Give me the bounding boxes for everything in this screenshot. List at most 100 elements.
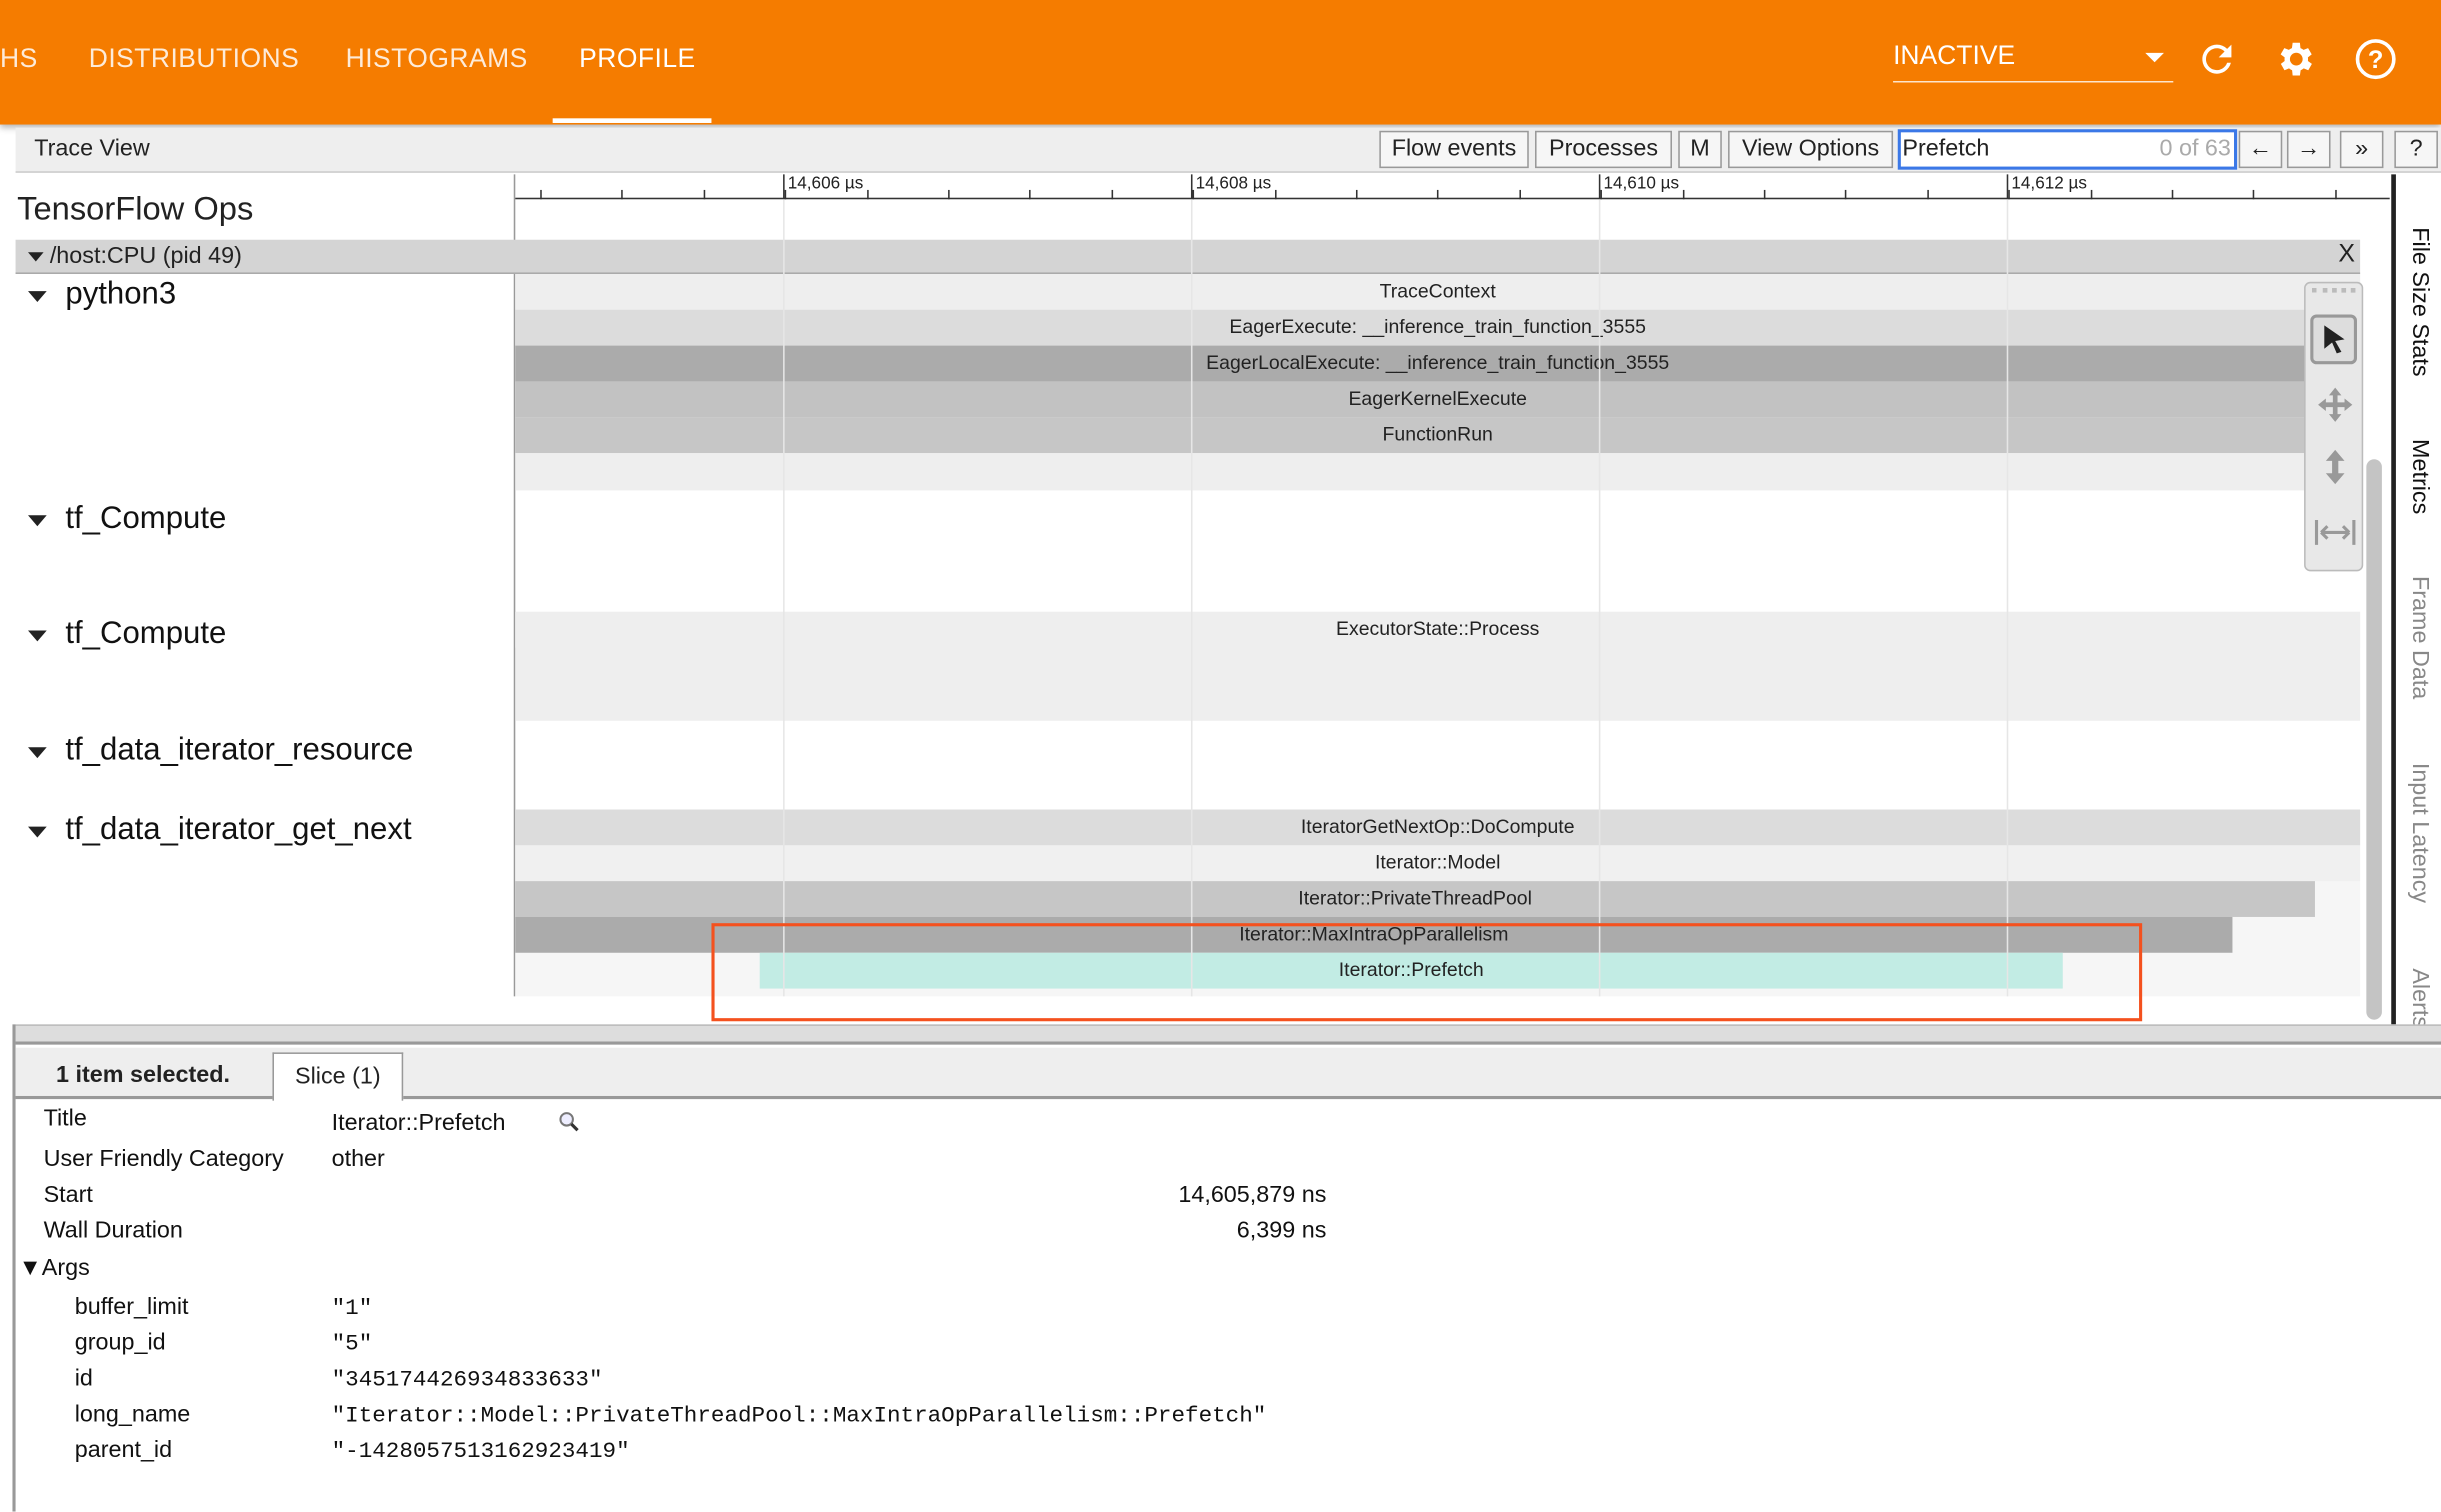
run-select-dropdown[interactable]: INACTIVE [1893, 40, 2174, 83]
slice-trace-context[interactable]: TraceContext [515, 273, 2361, 310]
thread-tf-Compute[interactable]: tf_Compute [16, 616, 514, 660]
details-tab-strip: 1 item selected. Slice (1) [15, 1047, 2441, 1101]
left-border [12, 1024, 16, 1512]
tick-label: 14,612 µs [2011, 174, 2087, 194]
select-tool-button[interactable] [2310, 314, 2357, 365]
collapse-triangle-icon[interactable] [28, 515, 47, 527]
slice-eager-local-execute[interactable]: EagerLocalExecute: __inference_train_fun… [515, 345, 2361, 382]
trace-view-title: Trace View [34, 135, 150, 162]
minor-tick [2008, 189, 2010, 200]
minor-tick [1763, 189, 1766, 200]
slice-eager-execute[interactable]: EagerExecute: __inference_train_function… [515, 309, 2361, 346]
process-name: /host:CPU (pid 49) [49, 242, 242, 270]
search-icon[interactable] [557, 1110, 582, 1135]
detail-key: User Friendly Category [43, 1145, 284, 1173]
run-select-value: INACTIVE [1893, 40, 2016, 71]
args-toggle[interactable]: ▼Args [18, 1254, 90, 1282]
help-button[interactable]: ? [2394, 130, 2438, 169]
slice-private-thread-pool[interactable]: Iterator::PrivateThreadPool [515, 881, 2315, 917]
view-options-button[interactable]: View Options [1728, 130, 1894, 169]
minor-tick [621, 189, 623, 200]
major-tick [2006, 174, 2009, 200]
arg-value: "1" [331, 1296, 373, 1322]
slice-get-next[interactable]: IteratorGetNextOp::DoCompute [515, 809, 2361, 846]
thread-label: tf_data_iterator_get_next [65, 812, 412, 847]
major-tick [783, 174, 785, 200]
thread-tf-data-iterator-resource[interactable]: tf_data_iterator_resource [16, 733, 514, 777]
help-icon[interactable]: ? [2354, 37, 2398, 81]
tab-distributions[interactable]: DISTRIBUTIONS [88, 43, 300, 74]
detail-key: Title [43, 1105, 87, 1132]
thread-tf-Compute[interactable]: tf_Compute [16, 501, 514, 545]
detail-key: Wall Duration [43, 1217, 183, 1244]
arg-value: "Iterator::Model::PrivateThreadPool::Max… [331, 1404, 1267, 1430]
side-tab-alerts[interactable]: Alerts [2406, 968, 2434, 1029]
thread-python3[interactable]: python3 [16, 277, 514, 321]
collapse-triangle-icon[interactable] [28, 747, 47, 759]
section-title: TensorFlow Ops [17, 191, 254, 228]
gridline [2006, 199, 2009, 997]
zoom-tool-icon[interactable] [2313, 445, 2357, 489]
minor-tick [1111, 189, 1114, 200]
thread-tf-data-iterator-get-next[interactable]: tf_data_iterator_get_next [16, 813, 514, 857]
metadata-button[interactable]: M [1678, 130, 1722, 169]
tab-profile[interactable]: PROFILE [579, 43, 696, 74]
side-tab-frame-data[interactable]: Frame Data [2406, 576, 2434, 700]
slice-prefetch-selected[interactable]: Iterator::Prefetch [759, 952, 2063, 989]
flow-events-button[interactable]: Flow events [1379, 130, 1529, 169]
process-header[interactable]: /host:CPU (pid 49) X [15, 239, 2361, 274]
close-process-button[interactable]: X [2338, 241, 2355, 268]
collapse-triangle-icon[interactable] [28, 826, 47, 838]
gridline [1190, 199, 1193, 997]
minor-tick [1192, 189, 1195, 200]
gear-icon[interactable] [2274, 37, 2318, 81]
minor-tick [1927, 189, 1929, 200]
vertical-scrollbar[interactable] [2366, 459, 2382, 1020]
minor-tick [784, 189, 787, 200]
thread-label: tf_data_iterator_resource [65, 733, 414, 768]
panel-resize-handle[interactable] [15, 1024, 2441, 1045]
palette-drag-handle[interactable] [2311, 288, 2356, 300]
track-labels-panel [15, 174, 516, 997]
side-tab-input-latency[interactable]: Input Latency [2406, 762, 2434, 904]
tick-label: 14,606 µs [787, 174, 864, 194]
tab-graphs[interactable]: HS [0, 43, 38, 74]
selection-summary: 1 item selected. [56, 1061, 230, 1089]
collapse-triangle-icon[interactable] [28, 291, 47, 303]
slice-executor-process[interactable]: ExecutorState::Process [515, 611, 2361, 648]
pan-tool-icon[interactable] [2313, 383, 2357, 427]
more-button[interactable]: » [2339, 130, 2384, 169]
collapse-triangle-icon[interactable] [28, 630, 47, 642]
minor-tick [1275, 189, 1277, 200]
major-tick [1190, 174, 1193, 200]
collapse-triangle-icon[interactable] [28, 252, 44, 262]
slice-iterator-model[interactable]: Iterator::Model [515, 845, 2361, 882]
slice-max-intra-op[interactable]: Iterator::MaxIntraOpParallelism [515, 916, 2233, 953]
timing-tool-icon[interactable] [2312, 514, 2359, 551]
arg-key: buffer_limit [74, 1293, 189, 1321]
detail-value: 14,605,879 ns [1178, 1181, 1327, 1209]
search-prev-button[interactable]: ← [2238, 130, 2283, 169]
minor-tick [867, 189, 869, 200]
major-tick [1598, 174, 1601, 200]
mouse-mode-palette [2304, 281, 2364, 572]
slice-eager-kernel-execute[interactable]: EagerKernelExecute [515, 381, 2361, 418]
minor-tick [948, 189, 950, 200]
tab-histograms[interactable]: HISTOGRAMS [345, 43, 528, 74]
side-tab-file-size-stats[interactable]: File Size Stats [2406, 227, 2434, 377]
detail-value: other [331, 1145, 385, 1173]
refresh-icon[interactable] [2195, 37, 2239, 81]
side-tab-metrics[interactable]: Metrics [2406, 439, 2434, 515]
search-next-button[interactable]: → [2286, 130, 2331, 169]
gridline [783, 199, 785, 997]
processes-button[interactable]: Processes [1535, 130, 1673, 169]
search-input[interactable]: Prefetch 0 of 63 [1897, 129, 2238, 170]
slice-function-run[interactable]: FunctionRun [515, 417, 2361, 454]
thread-label: tf_Compute [65, 616, 227, 651]
tab-slice[interactable]: Slice (1) [272, 1052, 404, 1101]
tick-label: 14,610 µs [1603, 174, 1680, 194]
gridline [1598, 199, 1601, 997]
side-panel-divider [2391, 174, 2396, 1025]
arg-key: long_name [74, 1401, 191, 1428]
arg-value: "5" [331, 1332, 373, 1358]
